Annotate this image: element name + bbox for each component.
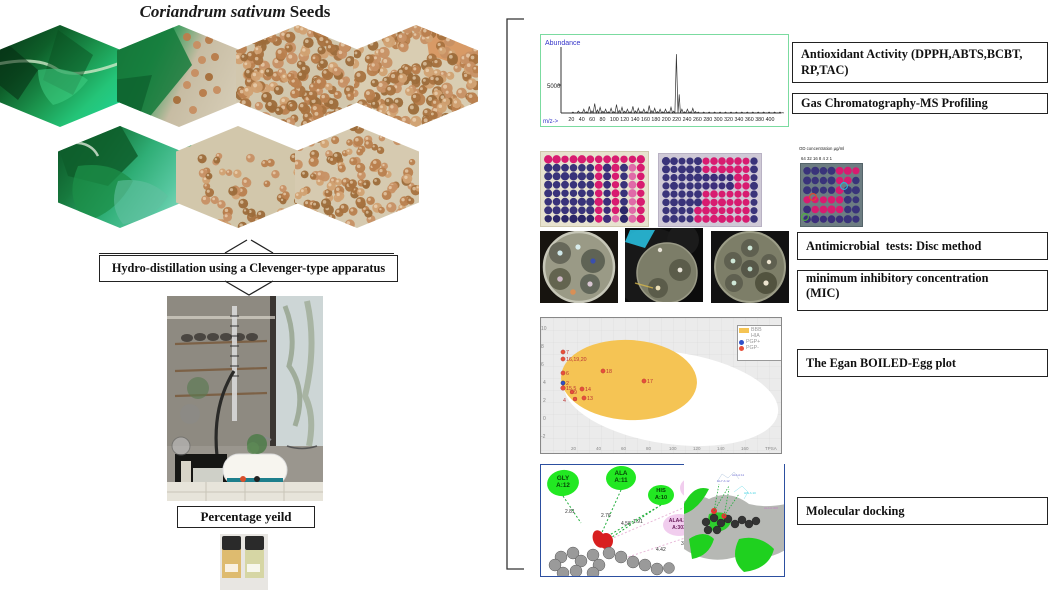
- svg-text:240: 240: [683, 117, 692, 123]
- svg-text:18: 18: [606, 369, 612, 375]
- svg-text:220: 220: [672, 117, 681, 123]
- svg-text:0: 0: [543, 416, 546, 422]
- svg-text:120: 120: [693, 446, 701, 451]
- svg-text:A:12: A:12: [556, 482, 570, 489]
- svg-text:40: 40: [579, 117, 585, 123]
- svg-text:14: 14: [585, 387, 591, 393]
- svg-text:120: 120: [620, 117, 629, 123]
- svg-text:A:11: A:11: [614, 477, 628, 484]
- svg-text:10: 10: [541, 326, 547, 332]
- svg-text:HIS: HIS: [656, 488, 666, 494]
- svg-text:380: 380: [755, 117, 764, 123]
- svg-text:HIS A:10: HIS A:10: [744, 491, 756, 495]
- svg-text:280: 280: [703, 117, 712, 123]
- svg-text:140: 140: [717, 446, 725, 451]
- svg-text:GLY: GLY: [557, 475, 570, 482]
- svg-text:OD concentration µg/ml: OD concentration µg/ml: [799, 146, 844, 151]
- svg-text:-2: -2: [541, 434, 546, 440]
- svg-text:140: 140: [631, 117, 640, 123]
- svg-text:ALA A:300: ALA A:300: [764, 506, 778, 510]
- svg-text:180: 180: [651, 117, 660, 123]
- svg-text:160: 160: [741, 446, 749, 451]
- svg-text:TPSA: TPSA: [765, 446, 777, 451]
- svg-text:2: 2: [543, 398, 546, 404]
- svg-text:100: 100: [610, 117, 619, 123]
- svg-text:Abundance: Abundance: [545, 40, 581, 47]
- svg-text:ALA: ALA: [615, 470, 628, 477]
- svg-text:60: 60: [621, 446, 627, 451]
- svg-text:m/z->: m/z->: [543, 119, 559, 125]
- svg-text:2.81: 2.81: [565, 509, 575, 515]
- svg-text:320: 320: [724, 117, 733, 123]
- svg-text:A:10: A:10: [655, 495, 667, 501]
- svg-text:ALA A:11: ALA A:11: [732, 473, 744, 477]
- svg-text:400: 400: [766, 117, 775, 123]
- svg-text:20: 20: [571, 446, 577, 451]
- svg-text:1.91: 1.91: [633, 519, 643, 525]
- svg-text:160: 160: [641, 117, 650, 123]
- svg-text:17: 17: [647, 379, 653, 385]
- svg-text:2.76: 2.76: [601, 513, 611, 519]
- svg-text:360: 360: [745, 117, 754, 123]
- svg-text:16,19,20: 16,19,20: [566, 357, 587, 363]
- svg-text:20: 20: [568, 117, 574, 123]
- svg-text:6: 6: [566, 371, 569, 377]
- svg-text:340: 340: [734, 117, 743, 123]
- svg-text:8: 8: [541, 344, 544, 350]
- svg-text:13: 13: [587, 396, 593, 402]
- svg-text:40: 40: [596, 446, 602, 451]
- svg-text:4.42: 4.42: [656, 547, 666, 553]
- svg-text:60: 60: [589, 117, 595, 123]
- svg-text:200: 200: [662, 117, 671, 123]
- svg-text:80: 80: [646, 446, 652, 451]
- svg-text:7: 7: [566, 350, 569, 356]
- svg-text:260: 260: [693, 117, 702, 123]
- svg-text:64 32 16 8 4 2 1: 64 32 16 8 4 2 1: [801, 156, 833, 161]
- svg-text:9: 9: [574, 390, 577, 396]
- svg-text:4: 4: [543, 380, 546, 386]
- svg-text:4: 4: [563, 398, 566, 404]
- svg-text:GLY A:12: GLY A:12: [717, 479, 730, 483]
- svg-text:100: 100: [669, 446, 677, 451]
- svg-text:80: 80: [600, 117, 606, 123]
- svg-text:6: 6: [541, 362, 544, 368]
- svg-text:300: 300: [714, 117, 723, 123]
